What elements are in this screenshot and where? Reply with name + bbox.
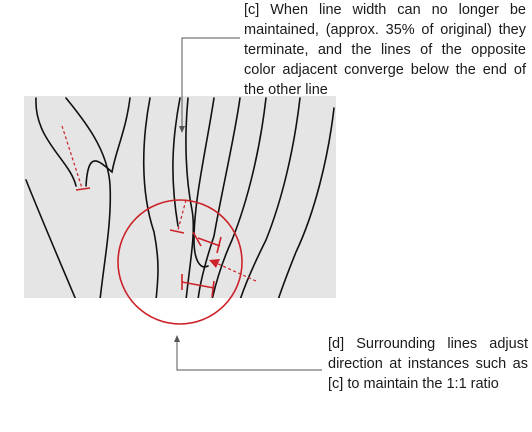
termination-tick-left bbox=[75, 187, 91, 191]
stripe-line bbox=[193, 97, 215, 268]
pattern-panel bbox=[24, 96, 336, 298]
stripe-line bbox=[277, 107, 335, 298]
leader-arrowhead-d bbox=[174, 335, 180, 342]
stripe-line bbox=[25, 179, 77, 298]
width-measure-upper-cap bbox=[192, 231, 202, 247]
stripe-line bbox=[211, 97, 267, 298]
stripe-line bbox=[35, 97, 77, 187]
stripe-line bbox=[185, 97, 195, 298]
stripe-line bbox=[239, 97, 301, 298]
stripe-line bbox=[65, 97, 112, 298]
direction-arrow-head bbox=[209, 259, 220, 268]
stripe-line bbox=[85, 97, 131, 187]
annotation-d: [d] Surrounding lines adjust direction a… bbox=[328, 336, 528, 392]
leader-arrowhead-c bbox=[179, 126, 185, 133]
width-measure-upper bbox=[197, 237, 221, 247]
leader-line-d bbox=[176, 340, 322, 371]
termination-tick-center bbox=[169, 229, 185, 234]
stripe-line bbox=[172, 97, 181, 227]
direction-arrow-line bbox=[215, 262, 257, 282]
width-measure-upper-cap bbox=[216, 236, 222, 254]
stripe-line bbox=[197, 97, 241, 298]
focus-circle bbox=[117, 199, 243, 325]
annotation-c: [c] When line width can no longer be mai… bbox=[244, 2, 526, 98]
leader-line-c bbox=[181, 37, 240, 128]
width-measure-lower-cap bbox=[211, 280, 215, 298]
width-measure-lower bbox=[181, 281, 215, 289]
stripe-line bbox=[142, 97, 159, 298]
